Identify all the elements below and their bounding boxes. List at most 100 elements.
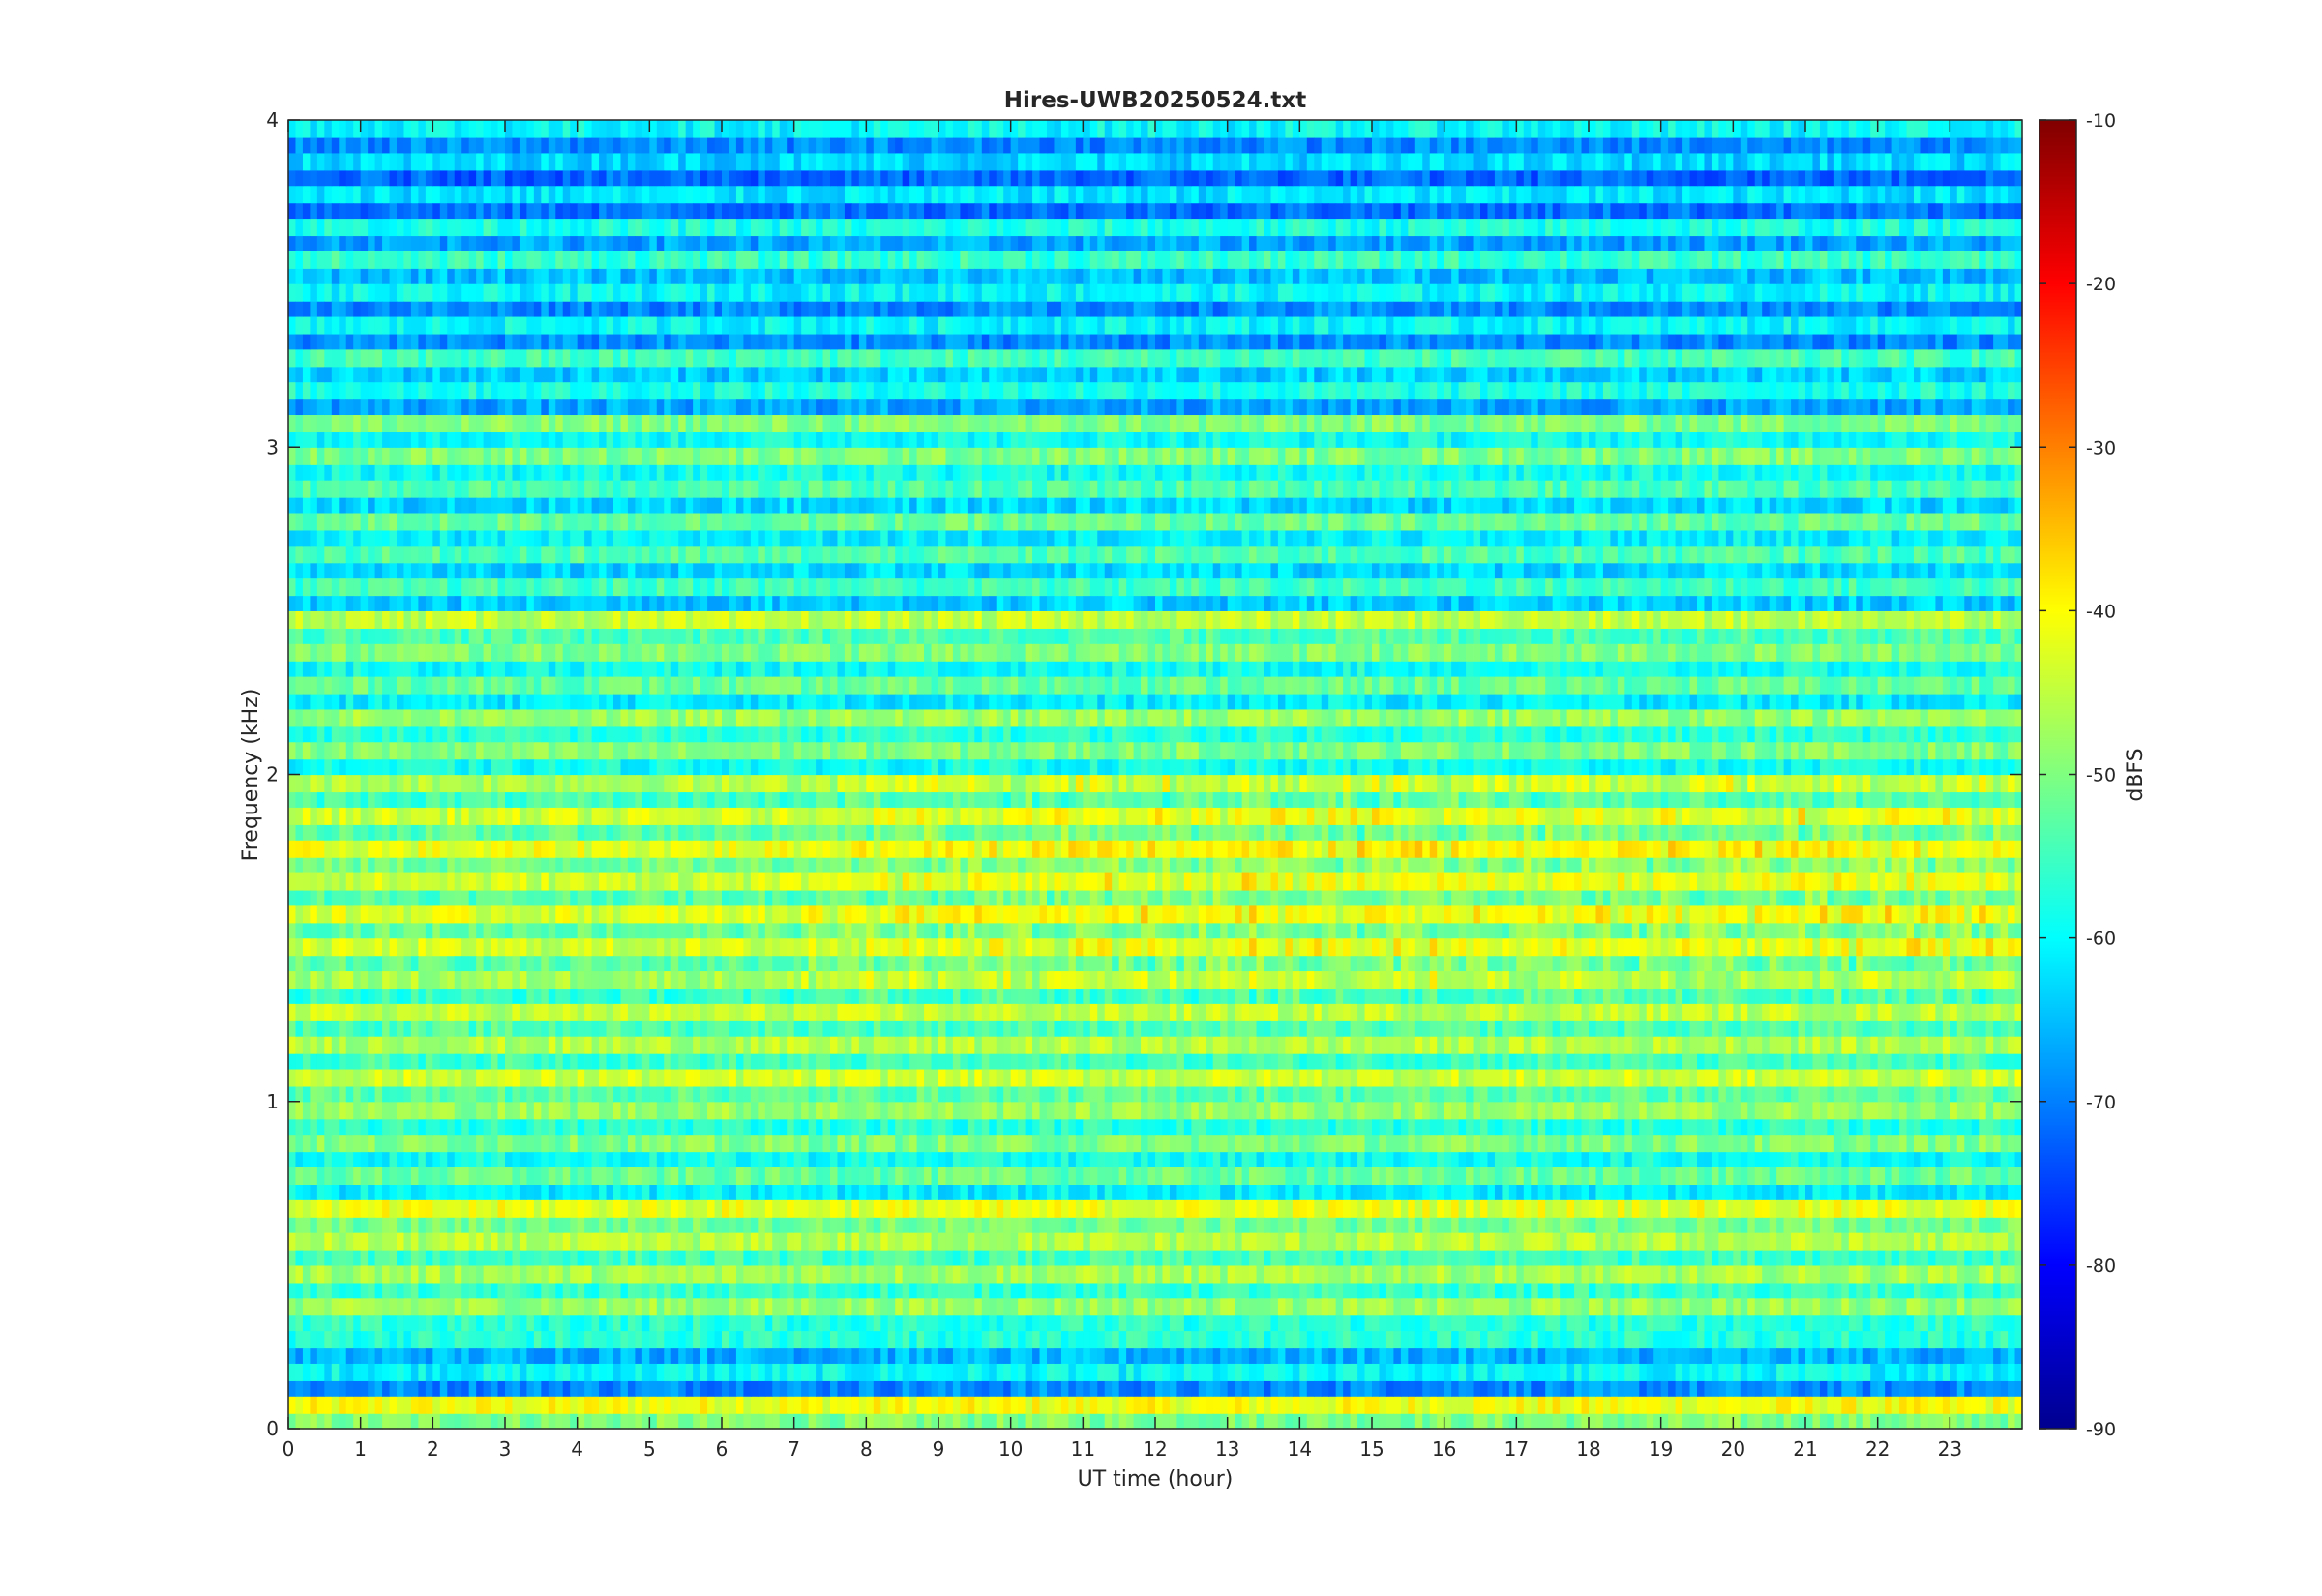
heatmap-cell: [1798, 1250, 1806, 1266]
heatmap-cell: [1494, 1363, 1503, 1382]
heatmap-cell: [916, 1167, 925, 1186]
heatmap-cell: [577, 1167, 585, 1186]
heatmap-cell: [1885, 1134, 1893, 1153]
heatmap-cell: [866, 1363, 875, 1382]
heatmap-cell: [584, 1330, 593, 1349]
heatmap-cell: [1711, 1396, 1719, 1415]
heatmap-cell: [1010, 1315, 1019, 1332]
heatmap-cell: [1639, 1363, 1648, 1382]
heatmap-cell: [1697, 1380, 1706, 1397]
heatmap-cell: [1537, 1068, 1546, 1088]
heatmap-cell: [764, 1413, 773, 1430]
heatmap-cell: [808, 1134, 817, 1153]
heatmap-cell: [1422, 1315, 1431, 1332]
heatmap-cell: [1971, 1396, 1980, 1415]
heatmap-cell: [1408, 1380, 1416, 1397]
heatmap-cell: [1602, 1348, 1611, 1364]
heatmap-cell: [1776, 1217, 1785, 1233]
heatmap-cell: [1126, 1167, 1135, 1186]
heatmap-cell: [345, 1283, 354, 1299]
heatmap-cell: [772, 1199, 781, 1219]
heatmap-cell: [310, 1152, 318, 1167]
heatmap-cell: [410, 1330, 419, 1349]
heatmap-cell: [627, 1413, 636, 1430]
heatmap-cell: [1783, 1363, 1792, 1382]
heatmap-cell: [693, 1101, 701, 1120]
heatmap-cell: [2008, 1217, 2016, 1233]
heatmap-cell: [1653, 1413, 1662, 1430]
heatmap-cell: [974, 1283, 983, 1299]
heatmap-cell: [1971, 1330, 1980, 1349]
heatmap-cell: [1812, 1297, 1821, 1316]
heatmap-cell: [1198, 1363, 1206, 1382]
heatmap-cell: [339, 1217, 347, 1233]
heatmap-cell: [924, 1297, 933, 1316]
heatmap-cell: [1314, 1330, 1323, 1349]
heatmap-cell: [1531, 1380, 1539, 1397]
heatmap-cell: [562, 1232, 571, 1252]
heatmap-cell: [1039, 1348, 1048, 1364]
heatmap-cell: [1264, 1217, 1272, 1233]
heatmap-cell: [613, 1264, 622, 1285]
heatmap-cell: [505, 1297, 514, 1316]
heatmap-cell: [1891, 1348, 1900, 1364]
heatmap-cell: [1610, 1363, 1619, 1382]
heatmap-cell: [1740, 1297, 1748, 1316]
heatmap-cell: [887, 1264, 896, 1285]
heatmap-cell: [1400, 1250, 1409, 1266]
heatmap-cell: [345, 1348, 354, 1364]
heatmap-cell: [1212, 1199, 1221, 1219]
heatmap-cell: [1104, 1396, 1113, 1415]
heatmap-cell: [830, 1232, 839, 1252]
heatmap-cell: [1502, 1119, 1510, 1136]
heatmap-cell: [316, 1363, 325, 1382]
heatmap-cell: [1979, 1396, 1987, 1415]
heatmap-cell: [1848, 1380, 1857, 1397]
heatmap-cell: [331, 1297, 340, 1316]
heatmap-cell: [974, 1413, 983, 1430]
heatmap-cell: [1523, 1330, 1532, 1349]
heatmap-cell: [541, 1185, 550, 1200]
heatmap-cell: [938, 1185, 947, 1200]
heatmap-cell: [1032, 1199, 1041, 1219]
heatmap-cell: [1956, 1413, 1965, 1430]
heatmap-cell: [743, 1283, 752, 1299]
heatmap-cell: [1833, 1119, 1842, 1136]
heatmap-cell: [1487, 1167, 1496, 1186]
heatmap-cell: [345, 1413, 354, 1430]
heatmap-cell: [324, 1250, 333, 1266]
heatmap-cell: [1675, 1363, 1683, 1382]
heatmap-cell: [2000, 1297, 2009, 1316]
heatmap-cell: [584, 1199, 593, 1219]
heatmap-cell: [945, 1264, 954, 1285]
heatmap-cell: [830, 1315, 839, 1332]
heatmap-cell: [1480, 1363, 1489, 1382]
heatmap-cell: [382, 1152, 391, 1167]
heatmap-cell: [1343, 1330, 1352, 1349]
heatmap-cell: [1906, 1232, 1915, 1252]
heatmap-cell: [1631, 1167, 1640, 1186]
heatmap-cell: [1581, 1315, 1590, 1332]
heatmap-cell: [1725, 1380, 1734, 1397]
heatmap-cell: [670, 1199, 679, 1219]
heatmap-cell: [1357, 1101, 1366, 1120]
heatmap-cell: [1552, 1297, 1561, 1316]
heatmap-cell: [1754, 1232, 1763, 1252]
heatmap-cell: [822, 1185, 831, 1200]
heatmap-cell: [1112, 1315, 1120, 1332]
heatmap-cell: [1697, 1413, 1706, 1430]
heatmap-cell: [1877, 1152, 1886, 1167]
heatmap-cell: [1950, 1396, 1958, 1415]
heatmap-cell: [1010, 1167, 1019, 1186]
heatmap-cell: [1075, 1232, 1084, 1252]
heatmap-cell: [1675, 1348, 1683, 1364]
heatmap-cell: [837, 1297, 846, 1316]
heatmap-cell: [996, 1167, 1004, 1186]
heatmap-cell: [1169, 1315, 1177, 1332]
heatmap-cell: [693, 1134, 701, 1153]
heatmap-cell: [1646, 1396, 1654, 1415]
heatmap-cell: [830, 1297, 839, 1316]
heatmap-cell: [497, 1264, 506, 1285]
heatmap-cell: [1675, 1101, 1683, 1120]
heatmap-cell: [533, 1152, 542, 1167]
